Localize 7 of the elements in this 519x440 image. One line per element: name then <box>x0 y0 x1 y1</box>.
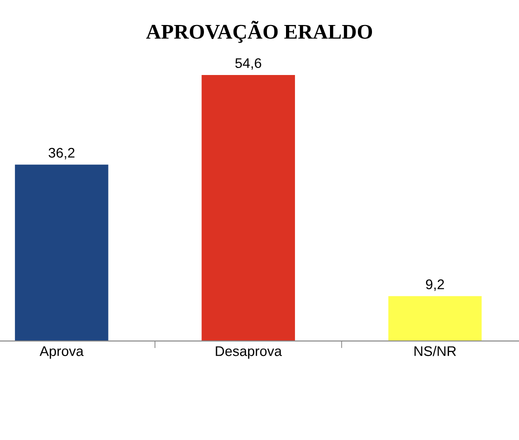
chart-title: APROVAÇÃO ERALDO <box>146 20 372 43</box>
data-label: 36,2 <box>48 148 74 160</box>
x-tick-label: Desaprova <box>216 346 282 359</box>
x-tick-label: NS/NR <box>414 346 456 356</box>
data-label: 9,2 <box>426 279 444 291</box>
x-tick-label: Aprova <box>40 346 84 359</box>
data-label: 54,6 <box>235 58 262 70</box>
